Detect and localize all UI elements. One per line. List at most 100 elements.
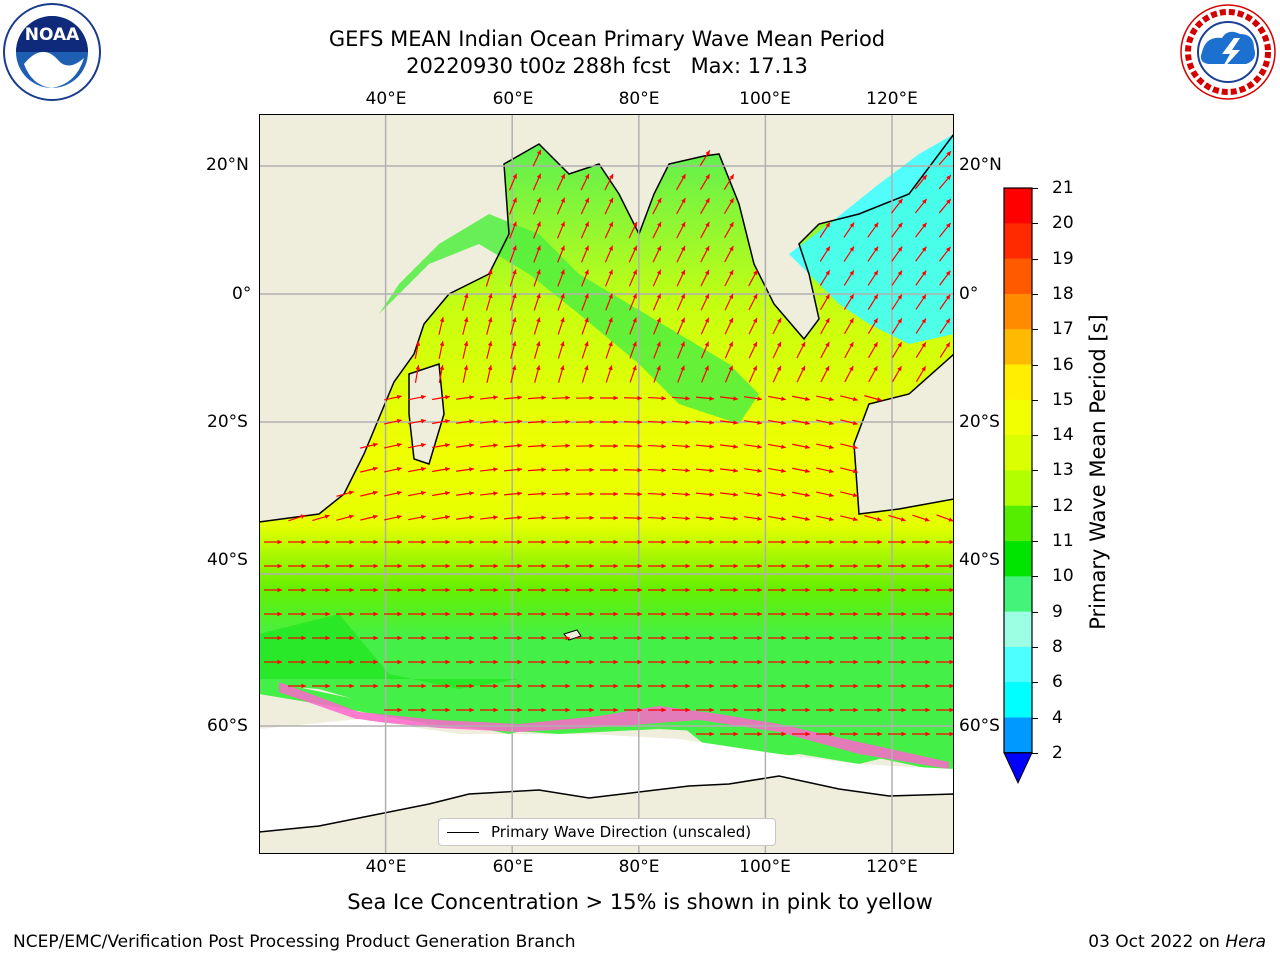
wave-direction-arrowhead xyxy=(800,365,806,371)
wave-direction-arrowhead xyxy=(709,396,714,401)
wave-direction-arrowhead xyxy=(373,659,378,665)
wave-direction-arrowhead xyxy=(325,611,330,617)
wave-direction-arrowhead xyxy=(517,515,522,520)
wave-direction-arrowhead xyxy=(897,342,902,348)
wave-direction-arrowhead xyxy=(753,270,758,276)
wave-direction-arrowhead xyxy=(853,707,858,713)
wave-direction-arrowhead xyxy=(781,635,786,641)
wave-direction-arrowhead xyxy=(565,395,570,401)
wave-direction-arrowhead xyxy=(589,443,594,449)
wave-direction-arrowhead xyxy=(397,539,402,545)
wave-direction-arrowhead xyxy=(608,269,613,275)
wave-direction-arrowhead xyxy=(704,365,709,371)
colorbar-tick-label: 6 xyxy=(1052,672,1063,693)
wave-direction-arrowhead xyxy=(704,293,709,299)
wave-direction-arrowhead xyxy=(897,270,903,276)
wave-direction-arrowhead xyxy=(637,419,642,425)
wave-direction-arrowhead xyxy=(776,365,781,371)
wave-direction-arrowhead xyxy=(805,635,810,641)
wave-direction-arrowhead xyxy=(805,539,810,545)
wave-direction-arrowhead xyxy=(421,539,426,545)
wave-direction-arrowhead xyxy=(853,539,858,545)
wave-direction-arrowhead xyxy=(873,222,879,228)
wave-direction-arrowhead xyxy=(325,683,330,689)
wave-direction-arrowhead xyxy=(373,611,378,617)
colorbar-tick-label: 15 xyxy=(1052,389,1074,410)
wave-direction-arrowhead xyxy=(709,587,714,593)
wave-direction-arrowhead xyxy=(511,365,517,371)
wave-direction-arrowhead xyxy=(517,659,522,665)
madagascar xyxy=(408,362,445,465)
wave-direction-arrowhead xyxy=(897,246,903,252)
wave-direction-arrowhead xyxy=(877,563,882,569)
southern-swell-band xyxy=(259,614,519,689)
wave-direction-arrowhead xyxy=(348,514,354,520)
wave-direction-arrowhead xyxy=(852,516,858,522)
wave-direction-arrowhead xyxy=(560,317,565,323)
wave-direction-arrowhead xyxy=(733,635,738,641)
wave-direction-arrowhead xyxy=(445,587,450,593)
wave-direction-arrowhead xyxy=(541,491,546,496)
wave-direction-arrowhead xyxy=(560,341,565,347)
wave-direction-arrowhead xyxy=(849,366,854,372)
wave-direction-arrowhead xyxy=(613,515,618,521)
wave-direction-arrowhead xyxy=(397,707,402,713)
noaa-logo: NOAA xyxy=(3,3,101,101)
wave-direction-arrowhead xyxy=(632,365,637,371)
wave-direction-arrowhead xyxy=(421,394,426,400)
wave-direction-arrowhead xyxy=(921,270,927,276)
wave-direction-arrowhead xyxy=(301,659,306,665)
wave-direction-arrowhead xyxy=(536,173,541,179)
wave-direction-arrows xyxy=(264,149,954,737)
wave-direction-arrowhead xyxy=(613,395,618,401)
wave-direction-arrowhead xyxy=(421,442,426,448)
wave-direction-arrowhead xyxy=(709,635,714,641)
wave-direction-arrowhead xyxy=(709,683,714,689)
wave-direction-arrowhead xyxy=(949,539,954,545)
wave-direction-arrowhead xyxy=(829,731,834,737)
lon-tick-bottom: 80°E xyxy=(618,857,660,877)
wave-direction-arrowhead xyxy=(560,365,565,371)
wave-direction-arrowhead xyxy=(300,514,306,519)
wave-direction-arrowhead xyxy=(946,222,951,228)
wave-direction-arrowhead xyxy=(397,683,402,689)
colorbar-tick-label: 13 xyxy=(1052,460,1074,481)
wave-direction-arrowhead xyxy=(873,294,878,300)
colorbar-bin xyxy=(1004,258,1032,295)
wave-direction-arrowhead xyxy=(757,468,762,473)
wave-direction-arrowhead xyxy=(517,683,522,689)
wave-direction-arrowhead xyxy=(613,443,618,449)
wave-direction-arrowhead xyxy=(829,611,834,617)
wave-direction-arrowhead xyxy=(925,611,930,617)
wave-direction-arrowhead xyxy=(709,492,714,497)
wave-direction-arrowhead xyxy=(705,174,710,180)
wave-direction-arrowhead xyxy=(685,587,690,593)
wave-direction-arrowhead xyxy=(445,515,450,520)
wave-direction-arrowhead xyxy=(897,318,902,324)
nws-logo xyxy=(1180,4,1276,100)
wave-direction-arrowhead xyxy=(685,396,690,401)
wave-direction-arrowhead xyxy=(584,365,589,371)
lat-tick-left: 40°S xyxy=(207,550,248,570)
wave-direction-arrowhead xyxy=(613,587,618,593)
wave-direction-arrowhead xyxy=(445,443,450,448)
wave-direction-arrowhead xyxy=(781,396,786,402)
wave-direction-arrowhead xyxy=(613,467,618,473)
wave-direction-arrowhead xyxy=(536,341,541,347)
wave-direction-arrowhead xyxy=(349,563,354,569)
wave-direction-arrowhead xyxy=(463,317,469,323)
wave-direction-arrowhead xyxy=(512,173,517,179)
wave-direction-arrowhead xyxy=(853,635,858,641)
wave-direction-arrowhead xyxy=(469,635,474,641)
wave-direction-arrowhead xyxy=(325,635,330,641)
wave-direction-arrowhead xyxy=(705,246,710,252)
wave-direction-arrowhead xyxy=(372,442,378,448)
colorbar-tick-mark xyxy=(1032,752,1038,754)
wave-direction-arrowhead xyxy=(849,318,854,324)
wave-direction-arrowhead xyxy=(589,635,594,641)
wave-direction-arrowhead xyxy=(925,587,930,593)
wave-direction-arrowhead xyxy=(277,635,282,641)
wave-direction-arrowhead xyxy=(709,563,714,569)
wave-direction-arrowhead xyxy=(469,587,474,593)
wave-direction-arrowhead xyxy=(325,539,330,545)
